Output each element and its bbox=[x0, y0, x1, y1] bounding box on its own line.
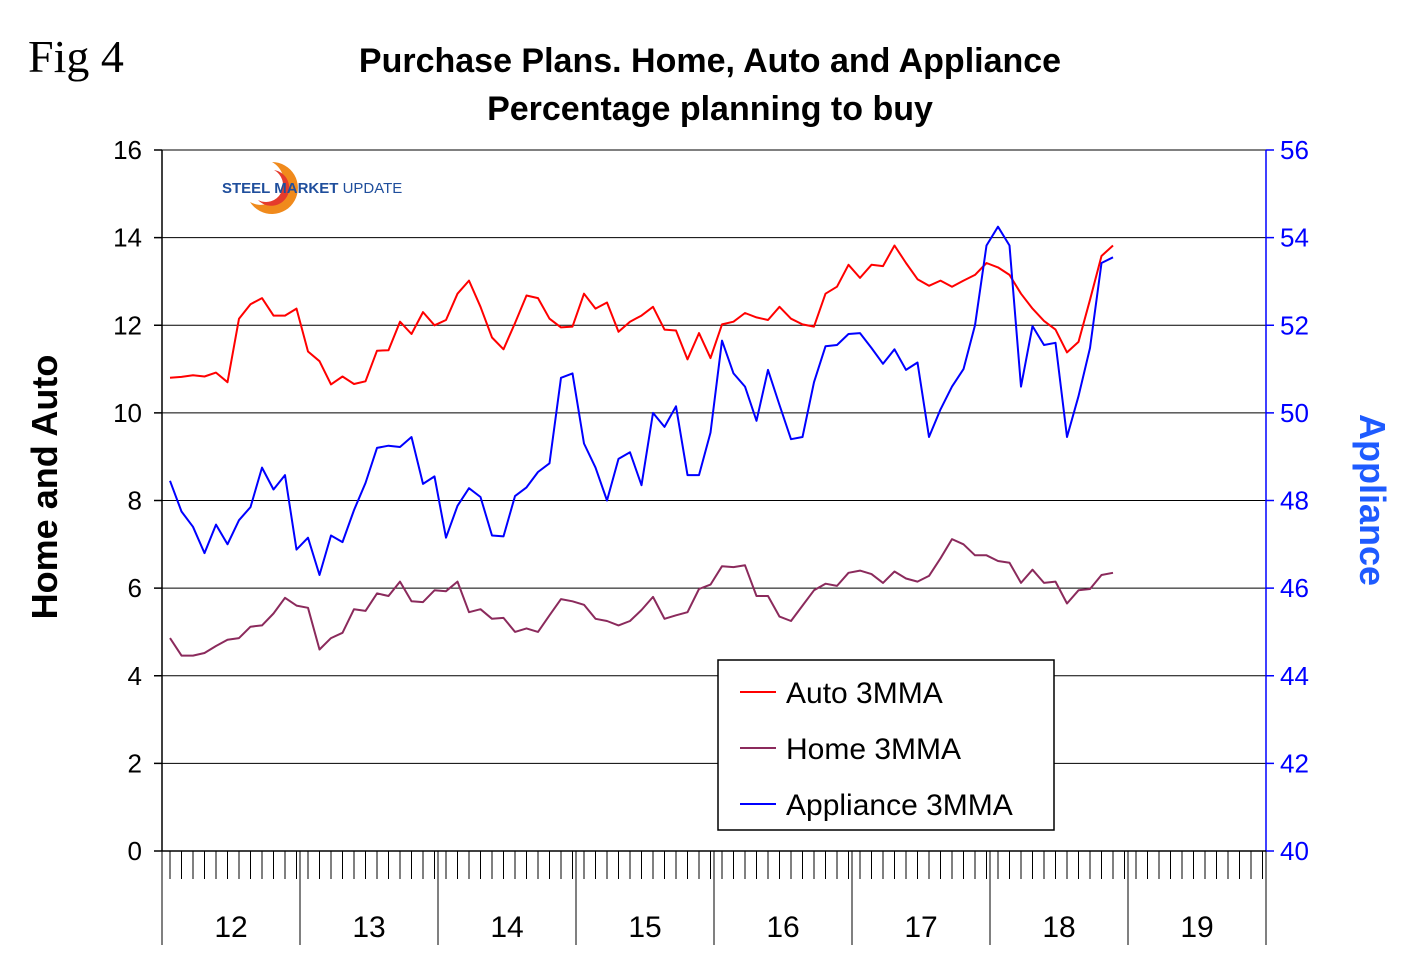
left-tick-label: 0 bbox=[128, 836, 142, 866]
year-label: 17 bbox=[904, 911, 937, 944]
right-tick-label: 50 bbox=[1280, 398, 1309, 428]
right-tick-label: 56 bbox=[1280, 135, 1309, 165]
logo-text: STEEL MARKET UPDATE bbox=[222, 180, 402, 197]
year-label: 19 bbox=[1180, 911, 1213, 944]
left-tick-label: 16 bbox=[113, 135, 142, 165]
left-tick-label: 10 bbox=[113, 398, 142, 428]
left-tick-label: 6 bbox=[128, 573, 142, 603]
right-tick-label: 42 bbox=[1280, 748, 1309, 778]
right-tick-label: 40 bbox=[1280, 836, 1309, 866]
y-axis-title-left: Home and Auto bbox=[24, 355, 65, 620]
year-label: 14 bbox=[490, 911, 523, 944]
year-label: 16 bbox=[766, 911, 799, 944]
right-tick-label: 48 bbox=[1280, 486, 1309, 516]
right-tick-label: 52 bbox=[1280, 310, 1309, 340]
legend-label-home: Home 3MMA bbox=[786, 733, 961, 766]
legend-label-auto: Auto 3MMA bbox=[786, 677, 943, 710]
left-tick-label: 4 bbox=[128, 661, 142, 691]
legend-box bbox=[717, 659, 1055, 831]
series-line-home bbox=[169, 538, 1114, 657]
logo-swoosh-icon bbox=[250, 162, 298, 214]
left-tick-label: 12 bbox=[113, 310, 142, 340]
left-tick-label: 2 bbox=[128, 748, 142, 778]
right-tick-label: 44 bbox=[1280, 661, 1309, 691]
figure-label: Fig 4 bbox=[28, 31, 124, 82]
series-line-appliance bbox=[169, 225, 1114, 576]
y-axis-title-right: Appliance bbox=[1352, 414, 1393, 586]
legend-label-appliance: Appliance 3MMA bbox=[786, 789, 1013, 822]
year-label: 15 bbox=[628, 911, 661, 944]
right-tick-label: 54 bbox=[1280, 223, 1309, 253]
chart-subtitle: Percentage planning to buy bbox=[487, 90, 933, 128]
left-tick-label: 8 bbox=[128, 486, 142, 516]
logo-text-light: UPDATE bbox=[338, 180, 403, 197]
year-label: 12 bbox=[214, 911, 247, 944]
left-tick-label: 14 bbox=[113, 223, 142, 253]
steel-market-update-logo: STEEL MARKET UPDATE bbox=[222, 160, 422, 220]
year-label: 13 bbox=[352, 911, 385, 944]
logo-text-bold: STEEL MARKET bbox=[222, 180, 339, 197]
right-tick-label: 46 bbox=[1280, 573, 1309, 603]
chart-title: Purchase Plans. Home, Auto and Appliance bbox=[358, 42, 1062, 80]
series-line-auto bbox=[169, 244, 1114, 386]
year-label: 18 bbox=[1042, 911, 1075, 944]
